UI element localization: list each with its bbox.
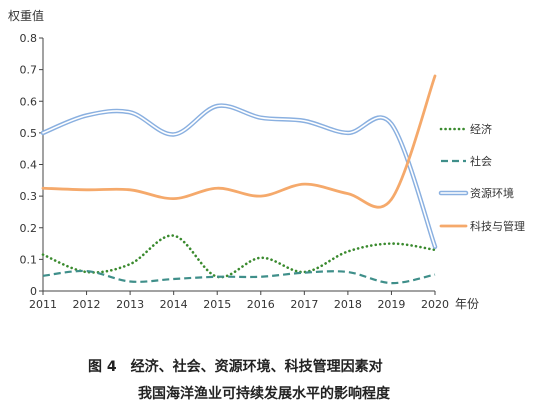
series-line	[40, 103, 438, 249]
data-point	[391, 198, 393, 200]
data-point	[347, 251, 349, 253]
legend-item: 科技与管理	[439, 219, 525, 233]
y-tick-label: 0.1	[20, 253, 38, 266]
y-tick-label: 0	[30, 285, 37, 298]
y-tick-label: 0.2	[20, 222, 38, 235]
x-tick-label: 2015	[203, 298, 231, 311]
y-tick-label: 0.5	[20, 127, 38, 140]
legend-item: 资源环境	[438, 186, 514, 200]
data-point	[260, 195, 262, 197]
data-point	[434, 246, 436, 248]
y-tick-label: 0.6	[20, 95, 38, 108]
y-axis-title: 权重值	[8, 8, 44, 23]
data-point	[129, 281, 131, 283]
data-point	[434, 274, 436, 276]
data-point	[129, 263, 131, 265]
x-tick-label: 2018	[334, 298, 362, 311]
data-point	[173, 134, 175, 136]
data-point	[260, 257, 262, 259]
data-point	[173, 235, 175, 237]
y-tick-label: 0.4	[20, 159, 38, 172]
x-tick-label: 2016	[247, 298, 275, 311]
series-line	[41, 74, 437, 209]
data-point	[42, 275, 44, 277]
data-point	[304, 272, 306, 274]
x-tick-label: 2012	[73, 298, 101, 311]
y-tick-label: 0.3	[20, 190, 38, 203]
data-point	[86, 270, 88, 272]
series-1	[41, 234, 437, 279]
x-tick-label: 2019	[377, 298, 405, 311]
legend-label: 科技与管理	[470, 219, 525, 233]
data-point	[42, 132, 44, 134]
legend-item: 经济	[439, 122, 492, 136]
data-point	[86, 189, 88, 191]
data-point	[304, 183, 306, 185]
legend-label: 经济	[470, 122, 492, 136]
legend-item: 社会	[441, 154, 492, 168]
data-point	[434, 75, 436, 77]
y-tick-label: 0.8	[20, 32, 38, 45]
series-line	[41, 234, 437, 279]
x-tick-label: 2020	[421, 298, 449, 311]
series-3	[40, 103, 438, 249]
series-4	[41, 74, 437, 209]
data-point	[434, 249, 436, 251]
figure-caption-line-2: 我国海洋渔业可持续发展水平的影响程度	[138, 386, 390, 402]
x-tick-label: 2013	[116, 298, 144, 311]
data-point	[86, 115, 88, 117]
line-chart: 0 0.1 0.2 0.3 0.4 0.5 0.6 0.7 0.8 2011 2012 2013 201…	[8, 8, 525, 311]
data-point	[260, 276, 262, 278]
series-line-inner	[42, 104, 436, 248]
data-point	[216, 187, 218, 189]
data-point	[347, 132, 349, 134]
data-point	[42, 254, 44, 256]
series-line	[42, 269, 436, 285]
y-tick-label: 0.7	[20, 64, 38, 77]
data-point	[304, 120, 306, 122]
data-point	[173, 198, 175, 200]
legend-label: 资源环境	[470, 186, 514, 200]
axes: 0 0.1 0.2 0.3 0.4 0.5 0.6 0.7 0.8 2011 2012 2013 201…	[8, 8, 479, 311]
x-tick-label: 2014	[160, 298, 188, 311]
series-2	[42, 269, 436, 285]
figure-caption-line-1: 图 4 经济、社会、资源环境、科技管理因素对	[88, 359, 383, 375]
data-point	[129, 112, 131, 114]
series-layer	[40, 74, 438, 285]
data-point	[391, 282, 393, 284]
x-tick-label: 2011	[29, 298, 57, 311]
data-point	[216, 105, 218, 107]
data-point	[347, 193, 349, 195]
data-point	[347, 271, 349, 273]
data-point	[391, 243, 393, 245]
x-axis-title: 年份	[455, 297, 479, 311]
data-point	[260, 117, 262, 119]
data-point	[216, 276, 218, 278]
x-tick-label: 2017	[290, 298, 318, 311]
data-point	[129, 189, 131, 191]
data-point	[391, 123, 393, 125]
data-point	[173, 278, 175, 280]
legend-label: 社会	[470, 154, 492, 168]
data-point	[42, 187, 44, 189]
